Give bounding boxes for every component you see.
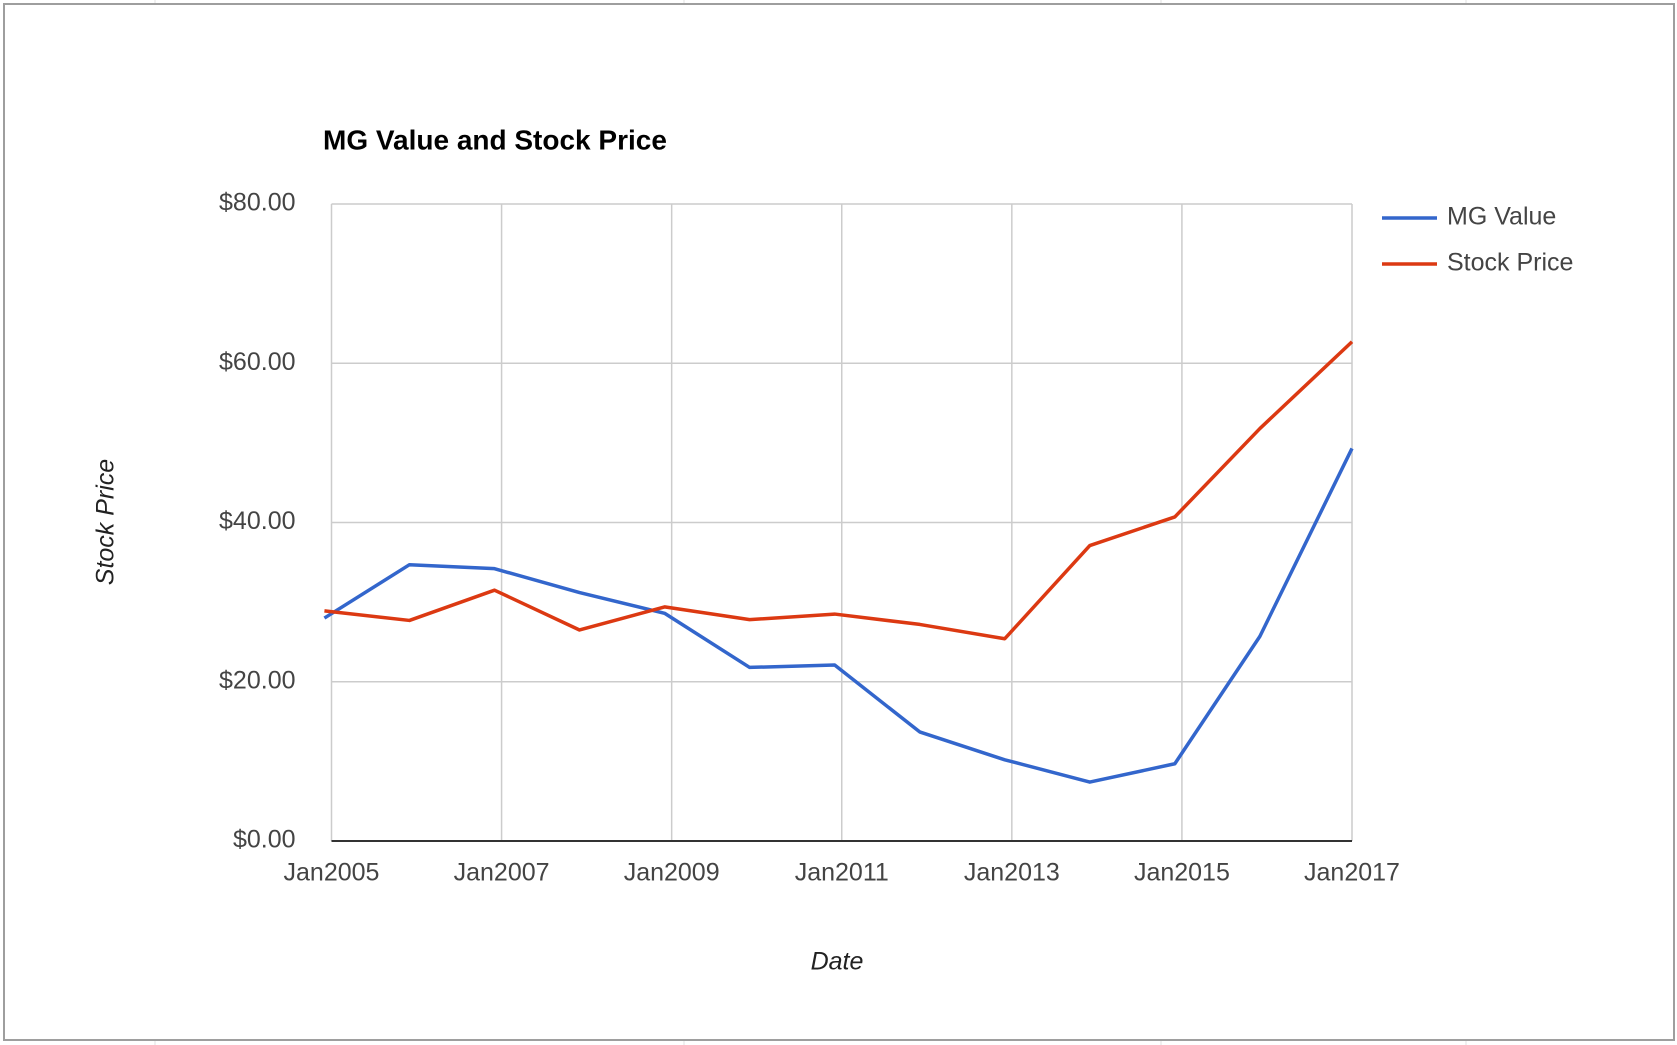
x-tick-label: Jan2017: [1304, 859, 1400, 887]
legend-label: Stock Price: [1447, 249, 1573, 277]
x-tick-label: Jan2011: [795, 859, 889, 887]
y-tick-label: $20.00: [219, 666, 295, 694]
x-tick-label: Jan2005: [284, 859, 380, 887]
y-tick-label: $40.00: [219, 507, 295, 535]
legend-label: MG Value: [1447, 203, 1556, 231]
y-tick-label: $60.00: [219, 348, 295, 376]
series-line: [323, 447, 1354, 784]
x-tick-label: Jan2015: [1134, 859, 1230, 887]
x-tick-label: Jan2013: [964, 859, 1060, 887]
y-tick-label: $0.00: [233, 826, 296, 854]
y-axis-title: Stock Price: [92, 459, 120, 585]
x-axis-title: Date: [811, 948, 864, 976]
y-tick-label: $80.00: [219, 189, 295, 217]
chart-title: MG Value and Stock Price: [323, 124, 667, 155]
series-line: [324, 340, 1354, 641]
x-tick-label: Jan2007: [454, 859, 550, 887]
x-tick-label: Jan2009: [624, 859, 720, 887]
